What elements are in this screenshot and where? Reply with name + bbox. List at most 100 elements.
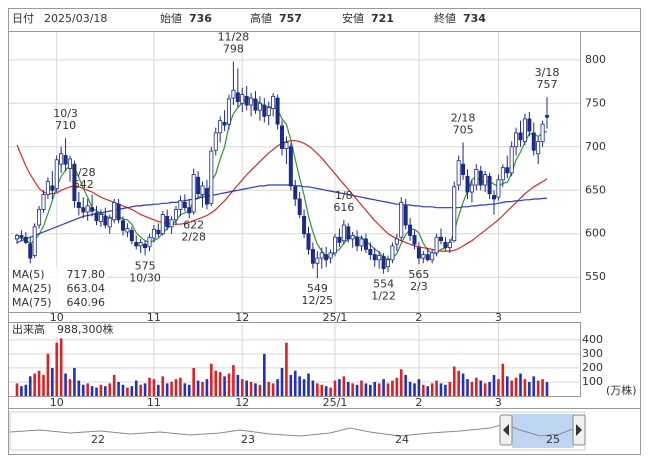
header-label: 高値 — [250, 11, 272, 25]
candle-body — [522, 118, 527, 142]
volume-bar — [59, 338, 63, 396]
candle-body — [478, 170, 483, 186]
volume-bar — [285, 342, 288, 396]
volume-bar — [55, 342, 59, 396]
candle-body — [346, 226, 351, 240]
candle-body — [332, 236, 337, 254]
volume-bar — [404, 374, 407, 396]
x-tick-label: 10 — [50, 396, 64, 409]
volume-bar — [152, 379, 156, 396]
candle-body — [416, 247, 421, 259]
volume-bar — [192, 367, 195, 396]
candle-body — [288, 146, 293, 187]
volume-bar — [545, 382, 549, 396]
y-tick-label: 750 — [585, 96, 606, 109]
candle-body — [253, 98, 258, 111]
volume-bar — [249, 381, 253, 396]
volume-bar — [289, 374, 293, 396]
candle-body — [54, 159, 59, 189]
volume-bar — [263, 353, 266, 396]
candle-body — [98, 214, 103, 222]
annotation-value: 565 — [408, 268, 429, 281]
volume-bar — [448, 381, 452, 396]
annotation-date: 1/8 — [335, 189, 353, 202]
volume-bar — [324, 386, 328, 396]
volume-bar — [15, 383, 19, 396]
date-label: 日付 — [12, 12, 34, 25]
candle-body — [527, 118, 532, 132]
volume-title-box — [9, 323, 121, 337]
candle-body — [169, 219, 174, 228]
candle-body — [271, 95, 276, 109]
volume-bar — [528, 381, 531, 396]
candle-body — [430, 252, 435, 261]
header-value: 757 — [279, 12, 302, 25]
candle-body — [509, 146, 514, 174]
candle-body — [112, 202, 117, 221]
x-tick-label: 3 — [495, 311, 502, 324]
annotation-date: 1/28 — [71, 166, 96, 179]
volume-bar — [488, 381, 491, 396]
candle-body — [151, 228, 156, 239]
header-value: 721 — [371, 12, 394, 25]
volume-bar — [46, 353, 50, 396]
candle-body — [85, 205, 90, 213]
volume-bar — [42, 374, 45, 396]
candle-body — [456, 160, 461, 186]
candle-body — [403, 205, 408, 226]
volume-bar — [280, 367, 284, 396]
volume-bar — [470, 381, 474, 396]
candle-body — [19, 235, 24, 238]
candle-body — [399, 202, 404, 238]
annotation-value: 575 — [135, 259, 156, 272]
candle-body — [496, 179, 501, 198]
candle-body — [147, 236, 152, 248]
y-tick-label: 600 — [585, 227, 606, 240]
legend-name: MA(75) — [12, 296, 52, 309]
candle-body — [191, 174, 196, 213]
volume-bar — [254, 383, 257, 396]
candle-body — [359, 238, 364, 247]
volume-bar — [51, 367, 54, 396]
candle-body — [125, 228, 130, 233]
candle-body — [90, 207, 95, 212]
volume-bar — [134, 380, 138, 396]
candle-body — [244, 95, 249, 106]
candle-body — [213, 132, 218, 151]
header-value: 734 — [463, 12, 486, 25]
candle-body — [187, 207, 192, 214]
candle-body — [279, 125, 284, 149]
candle-body — [421, 254, 426, 259]
candle-body — [474, 168, 479, 186]
candle-body — [45, 181, 50, 196]
volume-bar — [236, 374, 240, 396]
candle-body — [249, 97, 254, 106]
volume-bar — [479, 380, 483, 396]
candle-body — [14, 235, 19, 240]
candle-body — [505, 167, 510, 174]
candle-body — [156, 229, 161, 235]
annotation-value: 710 — [55, 119, 76, 132]
x-tick-label: 2 — [415, 396, 422, 409]
annotation-value: 622 — [183, 219, 204, 232]
candle-body — [129, 229, 134, 242]
volume-bar — [37, 370, 41, 396]
volume-bar — [439, 383, 443, 396]
candle-body — [275, 97, 280, 125]
volume-panel — [8, 322, 581, 397]
candle-body — [514, 132, 519, 148]
y-tick-label: 650 — [585, 183, 606, 196]
candle-body — [165, 215, 170, 228]
volume-bar — [316, 383, 319, 396]
navigator-label: 23 — [241, 433, 255, 446]
legend-value: 640.96 — [67, 296, 106, 309]
volume-bar — [126, 387, 129, 396]
candle-body — [328, 252, 333, 259]
candle-body — [116, 203, 121, 221]
volume-bar — [245, 380, 248, 396]
navigator-label: 24 — [395, 433, 409, 446]
volume-bar — [179, 377, 182, 396]
candle-body — [377, 255, 382, 261]
candle-body — [434, 236, 439, 254]
